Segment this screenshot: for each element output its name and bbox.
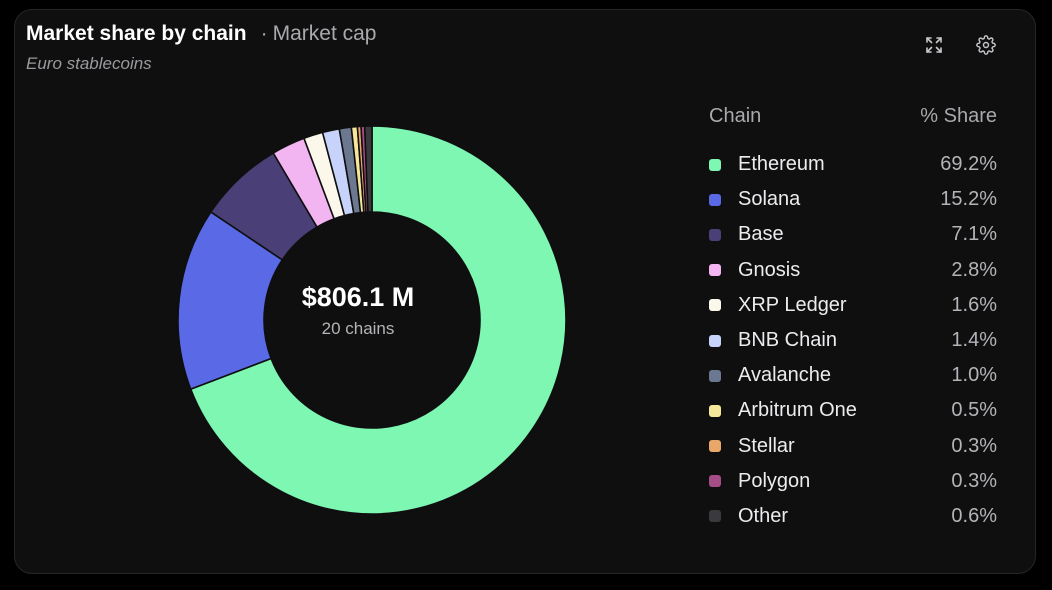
legend-chain-share: 2.8% [951,258,997,281]
donut-chart [177,125,567,515]
legend-swatch [709,440,721,453]
chart-header: Market share by chain · Market cap Euro … [26,22,376,74]
legend-col-share[interactable]: % Share [920,105,997,127]
donut-slice-other[interactable] [363,125,373,213]
title-row: Market share by chain · Market cap [26,22,376,46]
legend-item-other[interactable]: Other 0.6% [709,499,997,534]
legend-chain-name: XRP Ledger [738,293,847,316]
legend-swatch [709,404,721,417]
legend-item-gnosis[interactable]: Gnosis 2.8% [709,253,997,288]
legend-chain-share: 0.3% [951,469,997,492]
legend-chain-name: BNB Chain [738,329,837,352]
legend-item-avalanche[interactable]: Avalanche 1.0% [709,358,997,393]
legend-swatch [709,228,721,241]
legend-chain-share: 7.1% [951,223,997,246]
legend-swatch [709,334,721,347]
legend-swatch [709,158,721,171]
legend-chain-share: 0.6% [951,504,997,527]
legend-chain-name: Gnosis [738,258,801,281]
legend-chain-name: Arbitrum One [738,399,857,422]
donut-center: $806.1 M 20 chains [258,282,458,339]
legend-chain-share: 0.5% [951,399,997,422]
legend-chain-name: Other [738,504,789,527]
expand-button[interactable] [921,32,947,58]
title-separator: · [260,22,268,45]
legend-chain-share: 69.2% [940,153,997,176]
total-market-cap: $806.1 M [301,282,415,312]
legend-item-arbitrum-one[interactable]: Arbitrum One 0.5% [709,393,997,428]
legend-chain-share: 1.4% [951,329,997,352]
expand-icon [926,37,942,53]
legend-chain-name: Base [738,223,784,246]
chart-subtitle: Euro stablecoins [26,54,152,73]
legend-item-bnb-chain[interactable]: BNB Chain 1.4% [709,323,997,358]
legend-item-ethereum[interactable]: Ethereum 69.2% [709,147,997,182]
chain-count: 20 chains [321,319,395,338]
legend-chain-name: Stellar [738,434,795,457]
legend-swatch [709,299,721,312]
legend-swatch [709,264,721,277]
legend-chain-share: 0.3% [951,434,997,457]
legend-chain-share: 1.0% [951,364,997,387]
legend-header: Chain % Share [709,95,997,137]
legend-chain-name: Avalanche [738,364,832,387]
metric-label[interactable]: Market cap [272,22,377,45]
legend-chain-name: Polygon [738,469,811,492]
legend-item-xrp-ledger[interactable]: XRP Ledger 1.6% [709,288,997,323]
legend-chain-name: Solana [738,188,801,211]
legend-item-solana[interactable]: Solana 15.2% [709,182,997,217]
legend-swatch [709,475,721,488]
legend-swatch [709,369,721,382]
legend-rows: Ethereum 69.2% Solana 15.2% Base 7.1% Gnosis 2.… [709,147,997,534]
legend-chain-share: 15.2% [940,188,997,211]
legend-swatch [709,510,721,523]
legend-item-polygon[interactable]: Polygon 0.3% [709,464,997,499]
donut-slice-ethereum[interactable] [189,125,567,515]
legend-col-chain[interactable]: Chain [709,105,762,127]
legend-item-base[interactable]: Base 7.1% [709,217,997,252]
legend-chain-name: Ethereum [738,153,825,176]
legend-chain-share: 1.6% [951,293,997,316]
gear-icon [976,35,996,55]
legend: Chain % Share Ethereum 69.2% Solana 15.2% Ba… [709,95,997,534]
legend-item-stellar[interactable]: Stellar 0.3% [709,429,997,464]
legend-swatch [709,193,721,206]
settings-button[interactable] [973,32,999,58]
chart-title: Market share by chain [26,22,247,45]
